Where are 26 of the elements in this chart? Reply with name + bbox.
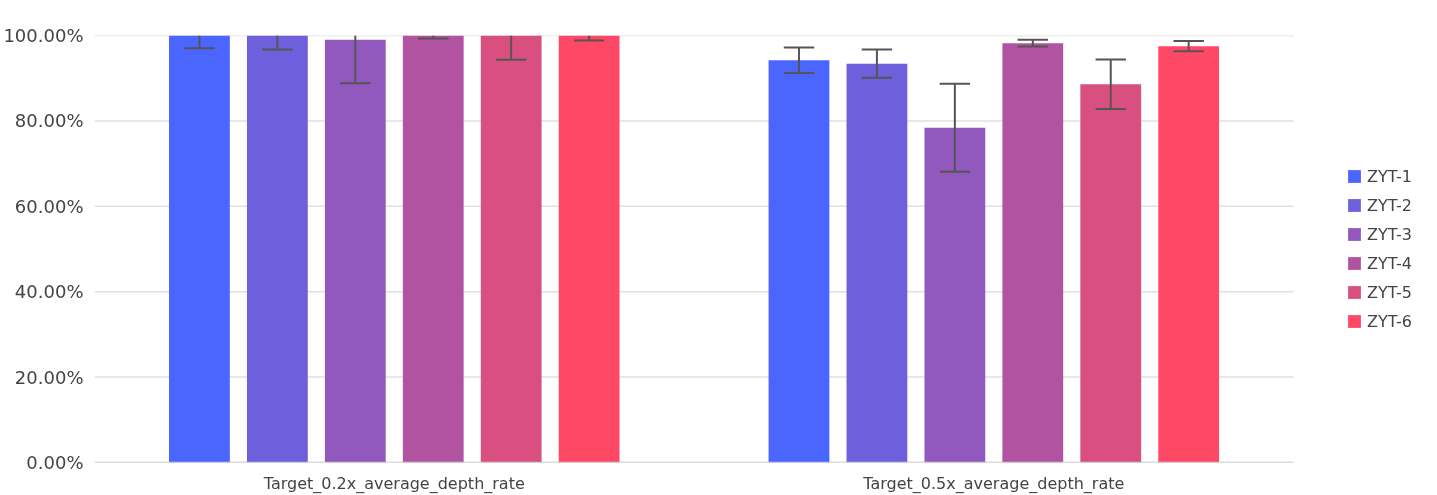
y-tick-label: 80.00% — [14, 110, 84, 132]
bar — [1002, 43, 1064, 463]
y-tick-label: 0.00% — [26, 452, 84, 473]
legend-label: ZYT-1 — [1367, 166, 1412, 186]
bar — [924, 127, 986, 463]
bar — [324, 39, 386, 463]
bar — [402, 35, 464, 463]
bar — [768, 60, 830, 463]
bar — [1158, 46, 1220, 463]
bar — [246, 35, 308, 463]
y-tick-label: 20.00% — [14, 366, 84, 388]
legend-label: ZYT-3 — [1367, 224, 1412, 244]
bar — [480, 35, 542, 463]
bar — [1080, 84, 1142, 463]
y-tick-label: 100.00% — [3, 25, 84, 46]
bar — [169, 35, 230, 463]
y-tick-label: 40.00% — [14, 281, 84, 303]
legend-label: ZYT-2 — [1367, 195, 1412, 215]
x-tick-label: Target_0.5x_average_depth_rate — [862, 473, 1125, 494]
bar — [558, 35, 620, 463]
x-tick-label: Target_0.2x_average_depth_rate — [262, 473, 525, 494]
legend-label: ZYT-4 — [1367, 253, 1412, 273]
y-tick-label: 60.00% — [14, 195, 84, 217]
bar — [846, 63, 908, 463]
legend-label: ZYT-5 — [1367, 282, 1412, 302]
legend-label: ZYT-6 — [1367, 311, 1412, 331]
